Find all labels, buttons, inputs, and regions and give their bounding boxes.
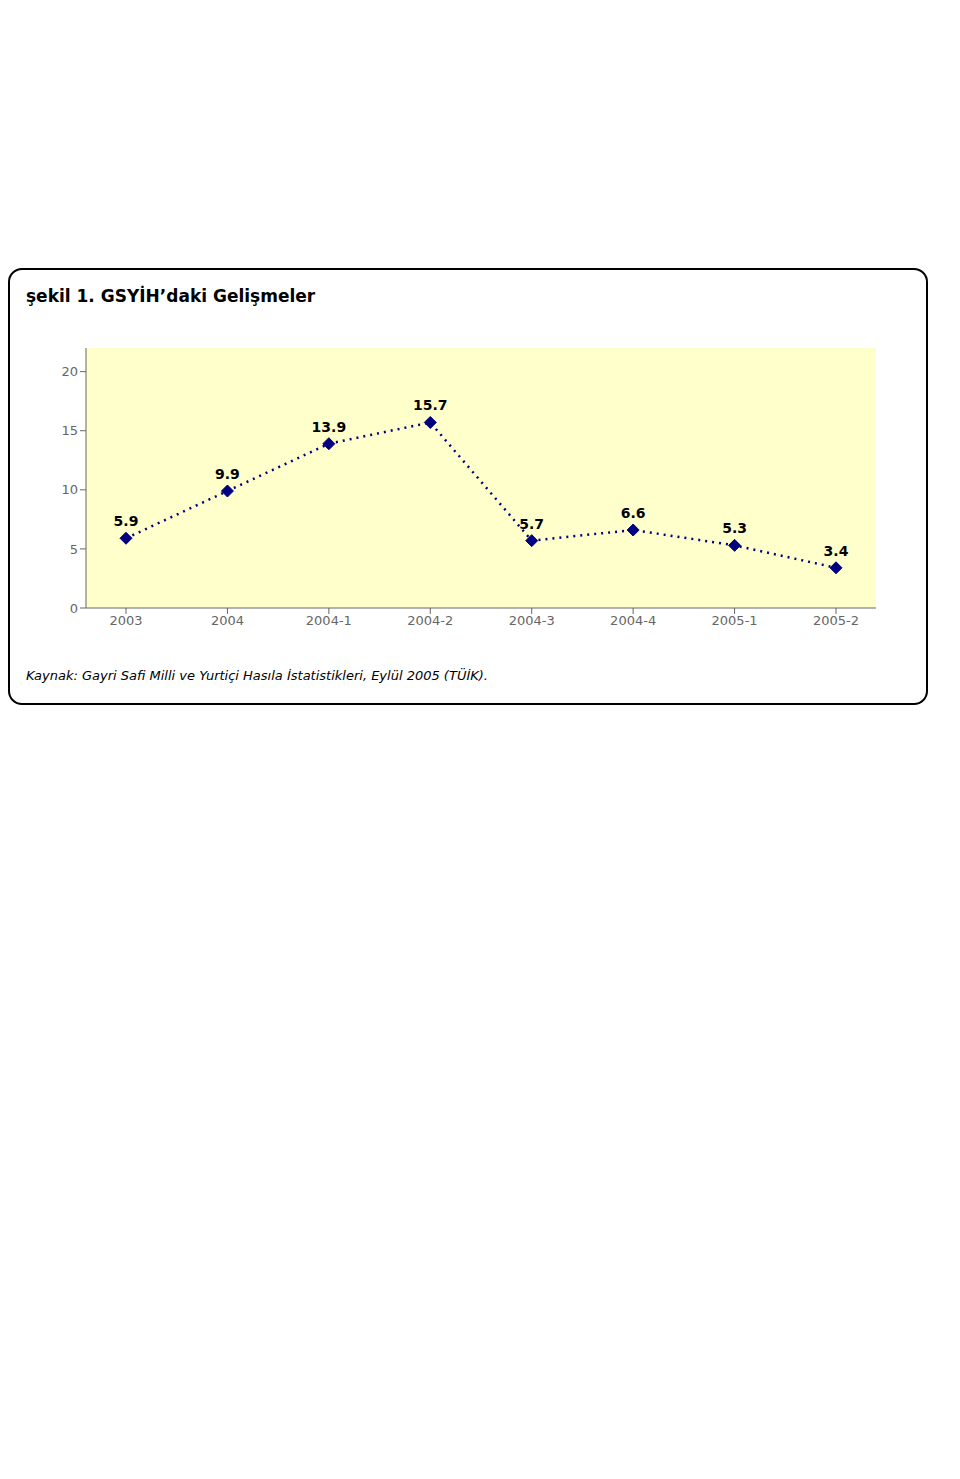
svg-text:13.9: 13.9 — [312, 419, 347, 435]
svg-text:5: 5 — [70, 542, 78, 557]
svg-text:15: 15 — [61, 423, 78, 438]
svg-text:2003: 2003 — [109, 613, 142, 628]
svg-text:20: 20 — [61, 364, 78, 379]
svg-text:5.7: 5.7 — [519, 516, 544, 532]
svg-text:2004-4: 2004-4 — [610, 613, 656, 628]
svg-text:2005-2: 2005-2 — [813, 613, 859, 628]
svg-text:3.4: 3.4 — [824, 543, 849, 559]
svg-text:6.6: 6.6 — [621, 505, 646, 521]
svg-text:2004-3: 2004-3 — [509, 613, 555, 628]
svg-text:2005-1: 2005-1 — [712, 613, 758, 628]
svg-text:10: 10 — [61, 482, 78, 497]
svg-text:5.9: 5.9 — [114, 513, 139, 529]
svg-text:5.3: 5.3 — [722, 520, 747, 536]
svg-text:0: 0 — [70, 601, 78, 616]
svg-text:9.9: 9.9 — [215, 466, 240, 482]
html-text:Kaynak: Gayri Safi Milli ve Yu: Kaynak: Gayri Safi Milli ve Yurtiçi Hası… — [26, 668, 488, 683]
svg-text:2004-1: 2004-1 — [306, 613, 352, 628]
svg-text:2004-2: 2004-2 — [407, 613, 453, 628]
svg-text:2004: 2004 — [211, 613, 244, 628]
svg-text:15.7: 15.7 — [413, 397, 448, 413]
html-text:şekil 1. GSYİH’daki Gelişmeler: şekil 1. GSYİH’daki Gelişmeler — [26, 286, 316, 306]
